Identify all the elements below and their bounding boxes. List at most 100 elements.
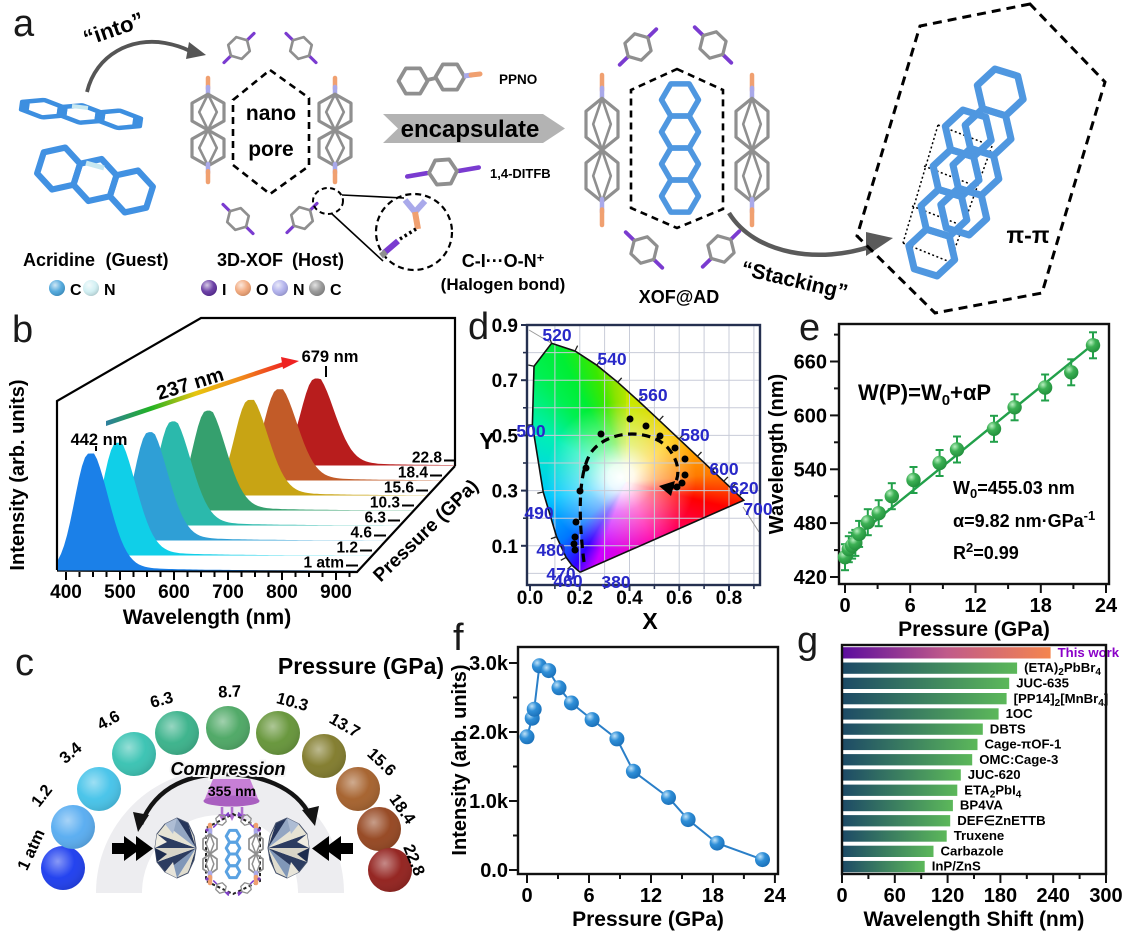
svg-text:500: 500 [516, 421, 545, 441]
svg-text:442 nm: 442 nm [71, 431, 128, 449]
svg-text:Y: Y [479, 428, 494, 454]
svg-text:10.3: 10.3 [370, 495, 401, 512]
svg-text:Cage-πOF-1: Cage-πOF-1 [985, 737, 1062, 752]
svg-text:520: 520 [542, 325, 571, 345]
svg-text:Wavelength (nm): Wavelength (nm) [766, 374, 788, 534]
svg-text:600: 600 [709, 459, 738, 479]
svg-text:1OC: 1OC [1006, 706, 1034, 721]
svg-text:4.6: 4.6 [350, 525, 372, 542]
svg-text:679 nm: 679 nm [302, 348, 359, 366]
svg-text:6: 6 [583, 885, 594, 907]
svg-text:b: b [12, 309, 33, 351]
svg-text:nano: nano [246, 102, 296, 125]
svg-text:0.3: 0.3 [492, 482, 518, 503]
svg-text:DEF∈ZnETTB: DEF∈ZnETTB [957, 813, 1045, 828]
svg-text:JUC-620: JUC-620 [968, 767, 1021, 782]
svg-text:60: 60 [884, 885, 906, 907]
svg-text:420: 420 [794, 567, 827, 589]
svg-text:0.7: 0.7 [492, 371, 518, 392]
svg-text:0: 0 [836, 885, 847, 907]
svg-text:18.4: 18.4 [398, 465, 429, 482]
svg-text:O: O [256, 282, 268, 299]
svg-text:Wavelength Shift (nm): Wavelength Shift (nm) [864, 908, 1085, 931]
svg-text:3D-XOF: 3D-XOF [217, 250, 283, 270]
svg-text:pore: pore [248, 138, 294, 161]
svg-text:700: 700 [743, 499, 772, 519]
svg-text:540: 540 [794, 459, 827, 481]
svg-text:6.3: 6.3 [364, 510, 386, 527]
svg-text:C: C [70, 282, 82, 299]
svg-text:240: 240 [1037, 885, 1070, 907]
svg-text:180: 180 [984, 885, 1017, 907]
svg-text:W0=455.03 nm: W0=455.03 nm [953, 478, 1075, 501]
svg-text:355 nm: 355 nm [208, 783, 256, 799]
svg-text:6.3: 6.3 [148, 689, 175, 712]
svg-text:Compression: Compression [170, 759, 285, 779]
svg-text:900: 900 [320, 582, 352, 603]
svg-text:OMC:Cage-3: OMC:Cage-3 [979, 752, 1058, 767]
svg-text:18: 18 [702, 885, 724, 907]
svg-text:π-π: π-π [1007, 222, 1050, 248]
svg-text:600: 600 [158, 582, 190, 603]
svg-text:Pressure (GPa): Pressure (GPa) [898, 618, 1050, 641]
svg-text:Pressure (GPa): Pressure (GPa) [572, 908, 724, 931]
svg-text:600: 600 [794, 405, 827, 427]
svg-text:700: 700 [212, 582, 244, 603]
svg-text:Acridine: Acridine [23, 250, 95, 270]
svg-text:Wavelength (nm): Wavelength (nm) [123, 606, 291, 629]
svg-text:N: N [104, 282, 116, 299]
svg-text:500: 500 [104, 582, 136, 603]
svg-text:0.9: 0.9 [492, 316, 518, 337]
svg-text:C-I···O-N+: C-I···O-N+ [462, 250, 545, 271]
svg-text:(Guest): (Guest) [106, 250, 169, 270]
svg-text:0.6: 0.6 [666, 588, 692, 609]
svg-text:8.7: 8.7 [218, 682, 242, 701]
svg-text:Intensity (arb. units): Intensity (arb. units) [449, 664, 471, 855]
svg-text:300: 300 [1089, 885, 1122, 907]
svg-text:(Halogen bond): (Halogen bond) [441, 275, 566, 294]
svg-text:encapsulate: encapsulate [401, 116, 540, 143]
svg-text:0.8: 0.8 [716, 588, 742, 609]
svg-text:Carbazole: Carbazole [941, 843, 1004, 858]
svg-text:This work: This work [1058, 645, 1120, 660]
svg-text:0.4: 0.4 [616, 588, 643, 609]
svg-text:g: g [797, 620, 818, 662]
svg-text:490: 490 [524, 503, 553, 523]
svg-text:c: c [15, 642, 34, 684]
svg-text:660: 660 [794, 352, 827, 374]
svg-text:380: 380 [601, 572, 630, 592]
svg-text:(Host): (Host) [292, 250, 344, 270]
svg-text:d: d [468, 306, 489, 348]
svg-text:DBTS: DBTS [990, 721, 1026, 736]
svg-text:1.2: 1.2 [336, 540, 358, 557]
svg-text:1.0k: 1.0k [469, 791, 509, 813]
svg-text:12: 12 [964, 595, 986, 617]
svg-text:560: 560 [638, 385, 667, 405]
svg-text:6: 6 [905, 595, 916, 617]
svg-text:480: 480 [794, 513, 827, 535]
svg-text:0.1: 0.1 [492, 537, 519, 558]
svg-text:ETA2PbI4: ETA2PbI4 [964, 782, 1021, 800]
svg-text:W(P)=W0+αP: W(P)=W0+αP [858, 380, 991, 409]
svg-text:f: f [453, 617, 464, 659]
svg-text:120: 120 [931, 885, 964, 907]
svg-text:N: N [293, 282, 305, 299]
svg-text:22.8: 22.8 [412, 450, 443, 467]
svg-text:0.2: 0.2 [567, 588, 593, 609]
svg-text:Truxene: Truxene [954, 828, 1005, 843]
svg-text:PPNO: PPNO [499, 72, 537, 87]
svg-text:0.0: 0.0 [480, 860, 508, 882]
svg-text:BP4VA: BP4VA [960, 798, 1003, 813]
svg-text:JUC-635: JUC-635 [1016, 676, 1069, 691]
svg-text:XOF@AD: XOF@AD [639, 287, 720, 307]
svg-text:I: I [222, 282, 226, 299]
svg-text:1,4-DITFB: 1,4-DITFB [490, 166, 551, 181]
svg-text:460: 460 [553, 571, 582, 591]
svg-text:1 atm: 1 atm [304, 555, 345, 572]
svg-text:e: e [799, 307, 820, 349]
svg-text:Intensity (arb. units): Intensity (arb. units) [7, 379, 29, 570]
svg-text:(ETA)2PbBr4: (ETA)2PbBr4 [1024, 660, 1101, 678]
svg-text:18: 18 [1030, 595, 1052, 617]
svg-text:X: X [642, 608, 658, 634]
svg-text:15.6: 15.6 [384, 480, 415, 497]
